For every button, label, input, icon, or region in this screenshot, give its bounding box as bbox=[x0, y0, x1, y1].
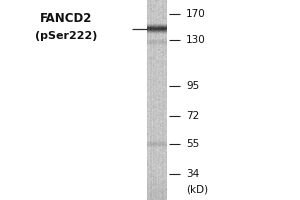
Text: (pSer222): (pSer222) bbox=[35, 31, 97, 41]
Text: 130: 130 bbox=[186, 35, 206, 45]
Text: 34: 34 bbox=[186, 169, 199, 179]
Text: 95: 95 bbox=[186, 81, 199, 91]
Text: (kD): (kD) bbox=[186, 185, 208, 195]
Text: FANCD2: FANCD2 bbox=[40, 11, 92, 24]
Text: 72: 72 bbox=[186, 111, 199, 121]
Text: 170: 170 bbox=[186, 9, 206, 19]
Text: 55: 55 bbox=[186, 139, 199, 149]
